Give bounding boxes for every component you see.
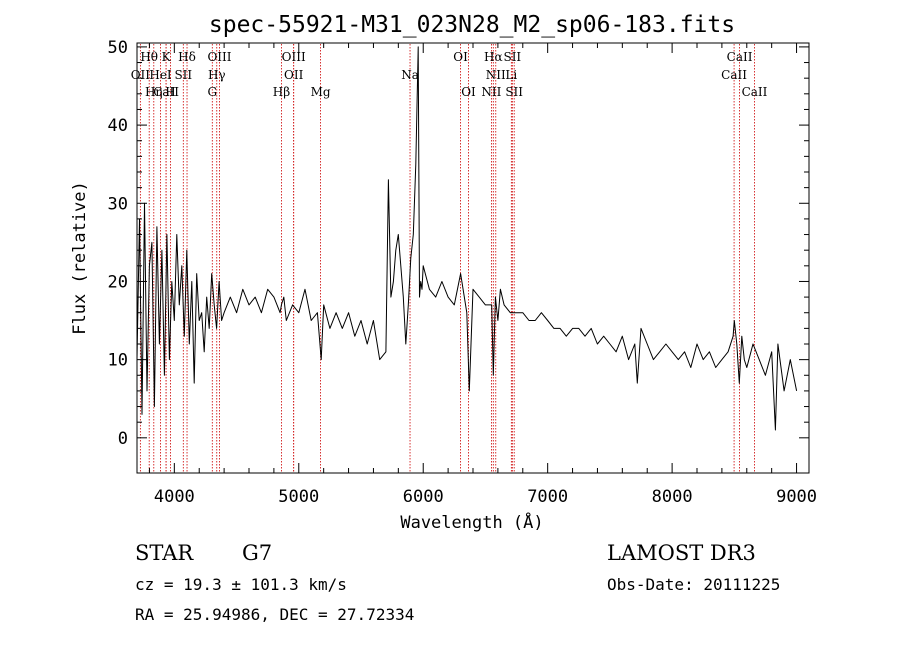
line-label-17: OI (453, 50, 468, 64)
x-tick-label-0: 4000 (154, 487, 195, 507)
x-axis-ticks: 4000 5000 6000 7000 8000 9000 (148, 43, 817, 507)
line-label-12: OIII (282, 50, 306, 64)
line-label-5: HeI (149, 68, 172, 82)
emission-line-markers (139, 44, 755, 472)
y-tick-label-3: 30 (108, 194, 128, 214)
line-label-16: Na (401, 68, 419, 82)
line-label-22: Li (505, 68, 517, 82)
redshift-value: cz = 19.3 ± 101.3 km/s (135, 575, 347, 594)
line-label-8: SII (174, 68, 192, 82)
y-tick-label-4: 40 (108, 116, 128, 136)
line-label-2: CaII (153, 85, 179, 99)
line-label-3: Hη (145, 85, 163, 99)
chart-title: spec-55921-M31_023N28_M2_sp06-183.fits (209, 12, 735, 38)
line-label-9: OIII (207, 50, 231, 64)
y-tick-label-2: 20 (108, 272, 128, 292)
line-label-15: Mg (311, 85, 331, 99)
line-label-19: Hα (484, 50, 503, 64)
y-tick-label-0: 0 (118, 429, 128, 449)
line-label-7: Hδ (178, 50, 196, 64)
object-subclass: G7 (242, 541, 272, 565)
line-label-11: G (207, 85, 217, 99)
line-label-25: CaII (727, 50, 753, 64)
line-label-24: SII (505, 85, 523, 99)
line-label-20: SII (503, 50, 521, 64)
line-label-10: Hγ (208, 68, 226, 82)
plot-frame (136, 42, 810, 474)
observation-date: Obs-Date: 20111225 (607, 575, 780, 594)
x-axis-label: Wavelength (Å) (400, 511, 543, 533)
line-label-6: H (165, 85, 175, 99)
y-axis-label: Flux (relative) (70, 181, 90, 335)
x-tick-label-5: 9000 (776, 487, 817, 507)
sky-coordinates: RA = 25.94986, DEC = 27.72334 (135, 605, 414, 624)
line-label-23: NII (481, 85, 501, 99)
y-tick-label-5: 50 (108, 38, 128, 58)
object-type: STAR (135, 541, 194, 565)
line-label-27: CaII (742, 85, 768, 99)
line-label-1: OII (131, 68, 151, 82)
flux-series (136, 46, 798, 431)
line-label-18: OI (461, 85, 476, 99)
y-tick-label-1: 10 (108, 351, 128, 371)
line-label-26: CaII (721, 68, 747, 82)
line-label-4: K (162, 50, 172, 64)
line-label-14: Hβ (273, 85, 290, 99)
line-label-0: Hθ (140, 50, 158, 64)
line-label-21: NII (486, 68, 506, 82)
survey-name: LAMOST DR3 (607, 541, 756, 565)
x-tick-label-4: 8000 (652, 487, 693, 507)
y-axis-ticks: 0 10 20 30 40 50 (108, 38, 809, 449)
line-label-13: OII (284, 68, 304, 82)
flux-line (136, 46, 798, 431)
x-tick-label-1: 5000 (278, 487, 319, 507)
x-tick-label-2: 6000 (403, 487, 444, 507)
x-tick-label-3: 7000 (527, 487, 568, 507)
